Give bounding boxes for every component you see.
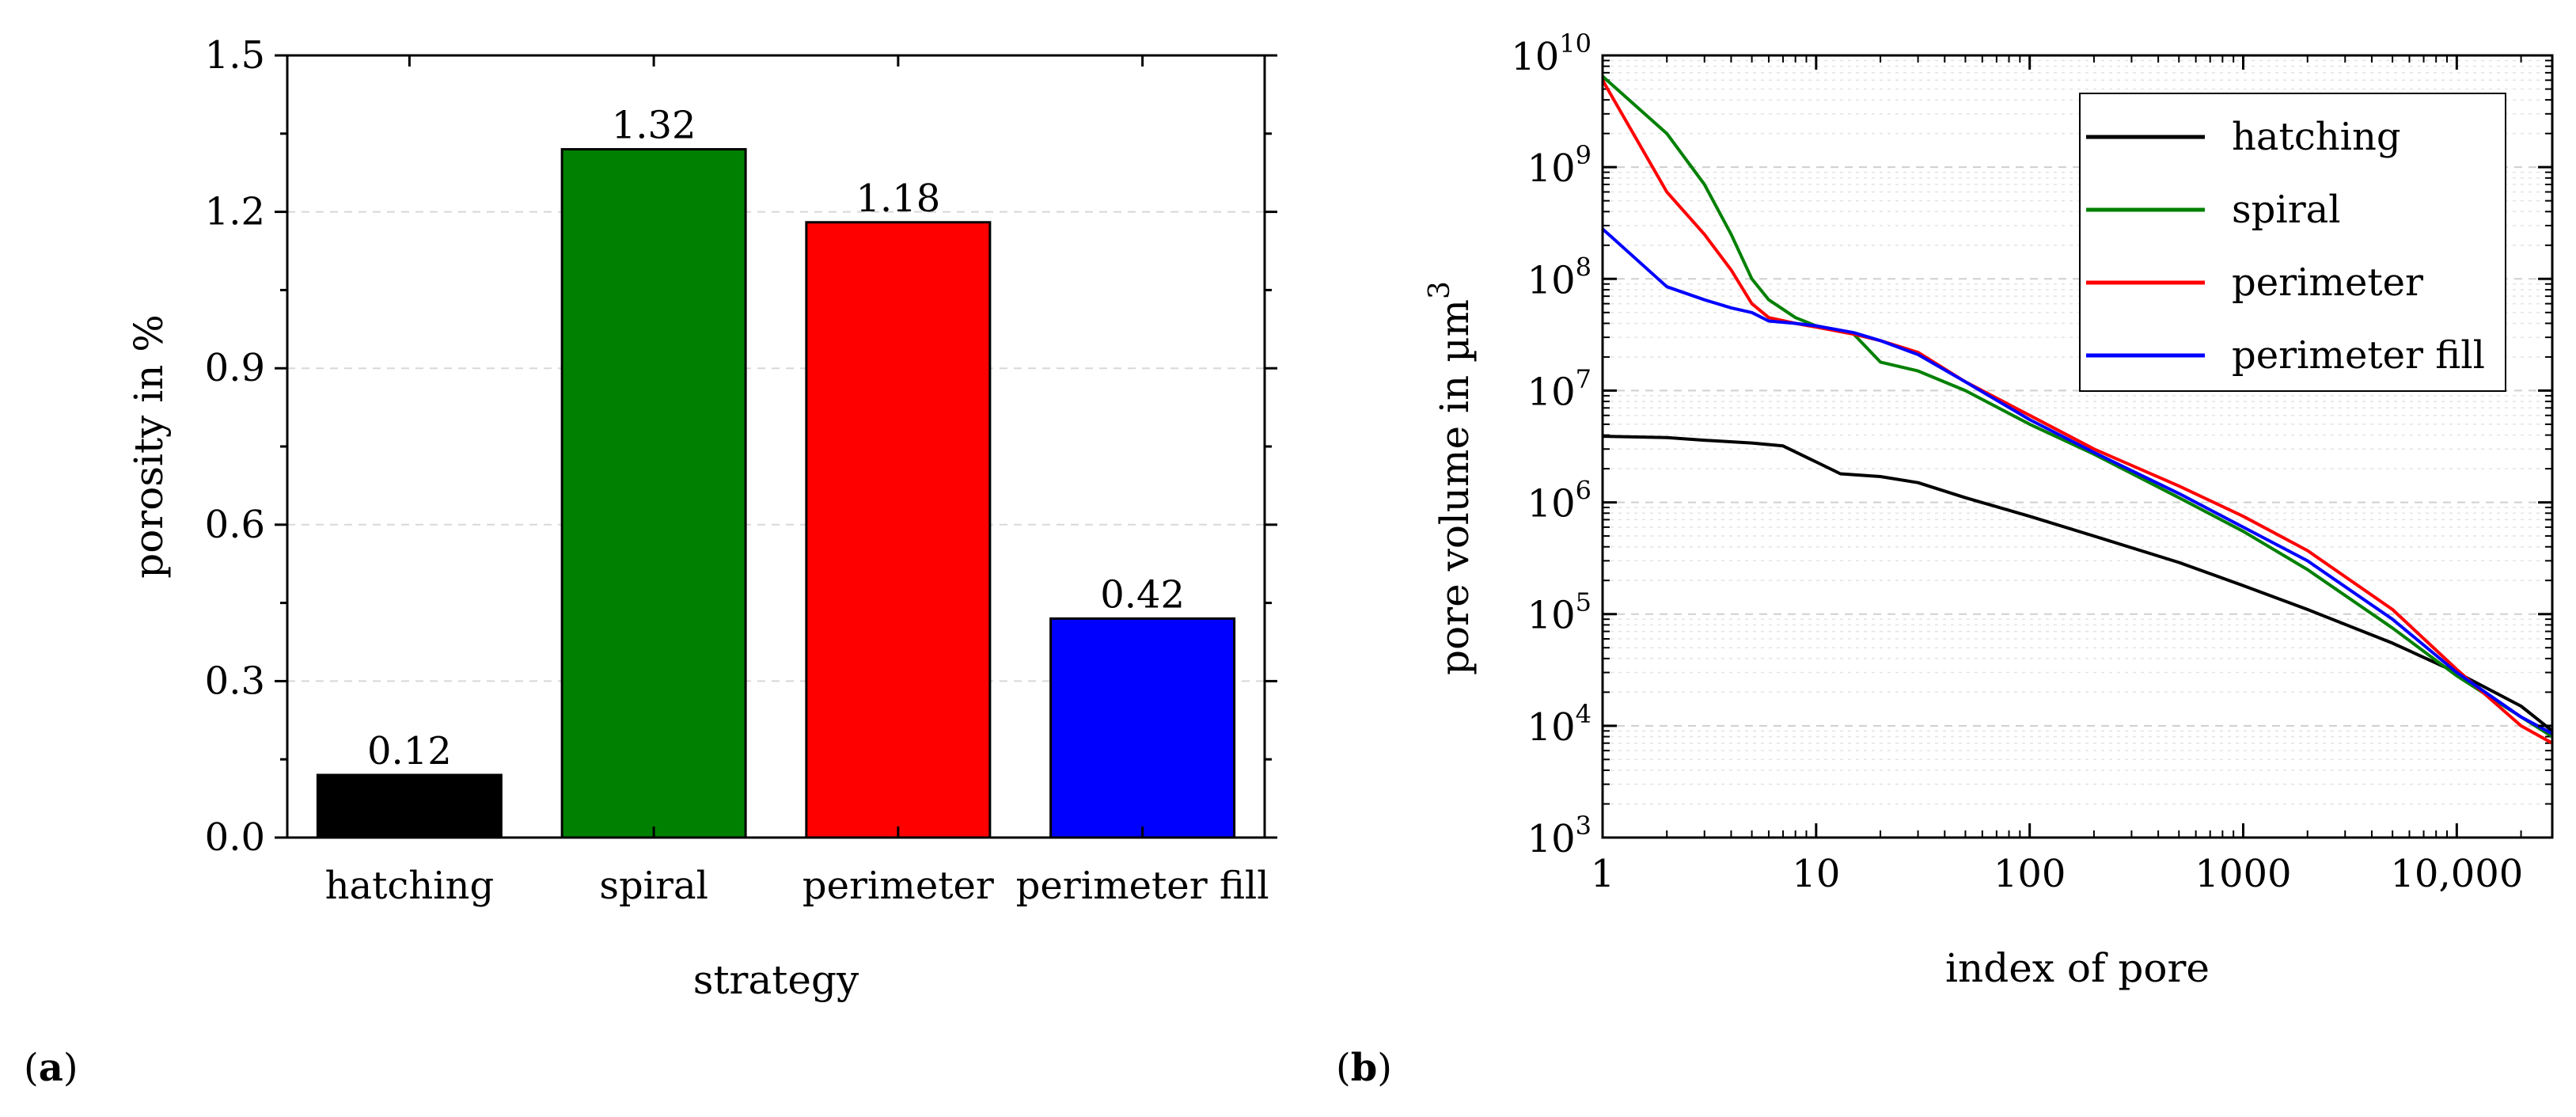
series-line-perimeter-fill [1601, 227, 2553, 735]
legend-label: spiral [2232, 188, 2341, 232]
y-tick-label: 1.2 [205, 190, 265, 234]
bar-spiral [560, 148, 747, 839]
y-tick-label: 1010 [1511, 28, 1592, 79]
y-tick-base: 10 [1527, 370, 1576, 414]
y-tick-label: 1.5 [205, 33, 265, 78]
y-axis-label: pore volume in µm3 [1424, 281, 1478, 675]
y-tick-label: 0.6 [205, 503, 265, 547]
legend-label: perimeter fill [2232, 333, 2485, 378]
y-tick-base: 10 [1527, 258, 1576, 302]
bar-value-label: 0.12 [367, 729, 452, 773]
y-tick-exponent: 6 [1576, 476, 1592, 506]
x-axis-label: index of pore [1945, 945, 2210, 991]
x-tick-label: 10,000 [2390, 852, 2523, 896]
legend-label: hatching [2232, 115, 2401, 159]
y-tick-exponent: 5 [1576, 587, 1592, 617]
y-tick-label: 104 [1527, 699, 1592, 750]
y-tick-label: 106 [1527, 476, 1592, 526]
x-tick-label: perimeter [802, 864, 994, 908]
y-tick-exponent: 9 [1576, 140, 1592, 170]
y-tick-base: 10 [1511, 35, 1559, 79]
y-tick-exponent: 7 [1576, 363, 1592, 393]
panel-a-caption: (a) [24, 1046, 78, 1090]
y-tick-label: 0.9 [205, 346, 265, 390]
bar-perimeter [805, 221, 992, 839]
panel-a-bar-chart: 0.12 hatching 1.32 spiral 1.18 perimeter 0.42 p… [126, 33, 1277, 1003]
y-tick-label: 108 [1527, 252, 1592, 302]
bar-value-label: 1.32 [612, 104, 696, 148]
y-tick-label: 105 [1527, 587, 1592, 638]
y-tick-base: 10 [1527, 146, 1576, 191]
y-tick-exponent: 10 [1559, 28, 1592, 59]
y-axis-label-text: pore volume in µm [1432, 299, 1478, 675]
x-tick-label: spiral [599, 864, 708, 908]
panel-a-caption-letter: a [39, 1046, 63, 1090]
legend-label: perimeter [2232, 260, 2423, 305]
x-tick-label: 100 [1994, 852, 2066, 896]
x-tick-label: 1 [1591, 852, 1615, 896]
y-tick-label: 0.0 [205, 815, 265, 860]
y-tick-exponent: 4 [1576, 699, 1592, 729]
b-plot-frame [1601, 54, 2554, 839]
panel-b-caption: (b) [1336, 1046, 1392, 1090]
series-line-perimeter [1601, 79, 2553, 745]
x-axis-label: strategy [693, 957, 859, 1003]
panel-b-line-chart: 1 10 100 1000 10,000103104105106107108109101… [1424, 28, 2554, 991]
a-plot-frame [286, 54, 1266, 839]
y-tick-label: 107 [1527, 363, 1592, 414]
y-tick-exponent: 8 [1576, 252, 1592, 282]
legend: hatching spiral perimeter perimeter fill [2079, 93, 2506, 392]
y-axis-label: porosity in % [126, 314, 172, 579]
y-tick-exponent: 3 [1576, 811, 1592, 841]
x-tick-label: 1000 [2195, 852, 2291, 896]
series-line-hatching [1602, 435, 2554, 732]
series-line-spiral [1601, 74, 2554, 739]
x-tick-label: hatching [325, 864, 495, 908]
bar-value-label: 1.18 [856, 177, 940, 221]
panel-b-caption-letter: b [1351, 1046, 1378, 1090]
y-tick-label: 0.3 [205, 659, 265, 703]
legend-box [2079, 93, 2506, 392]
y-tick-base: 10 [1527, 817, 1576, 861]
y-tick-label: 109 [1527, 140, 1592, 191]
y-tick-base: 10 [1527, 482, 1576, 526]
y-tick-base: 10 [1527, 594, 1576, 638]
bar-value-label: 0.42 [1100, 572, 1185, 617]
y-tick-label: 103 [1527, 811, 1592, 861]
bar-perimeter-fill [1049, 617, 1236, 839]
x-tick-label: perimeter fill [1016, 864, 1269, 908]
x-tick-label: 10 [1792, 852, 1840, 896]
y-tick-base: 10 [1527, 705, 1576, 750]
y-axis-label-superscript: 3 [1424, 281, 1456, 299]
